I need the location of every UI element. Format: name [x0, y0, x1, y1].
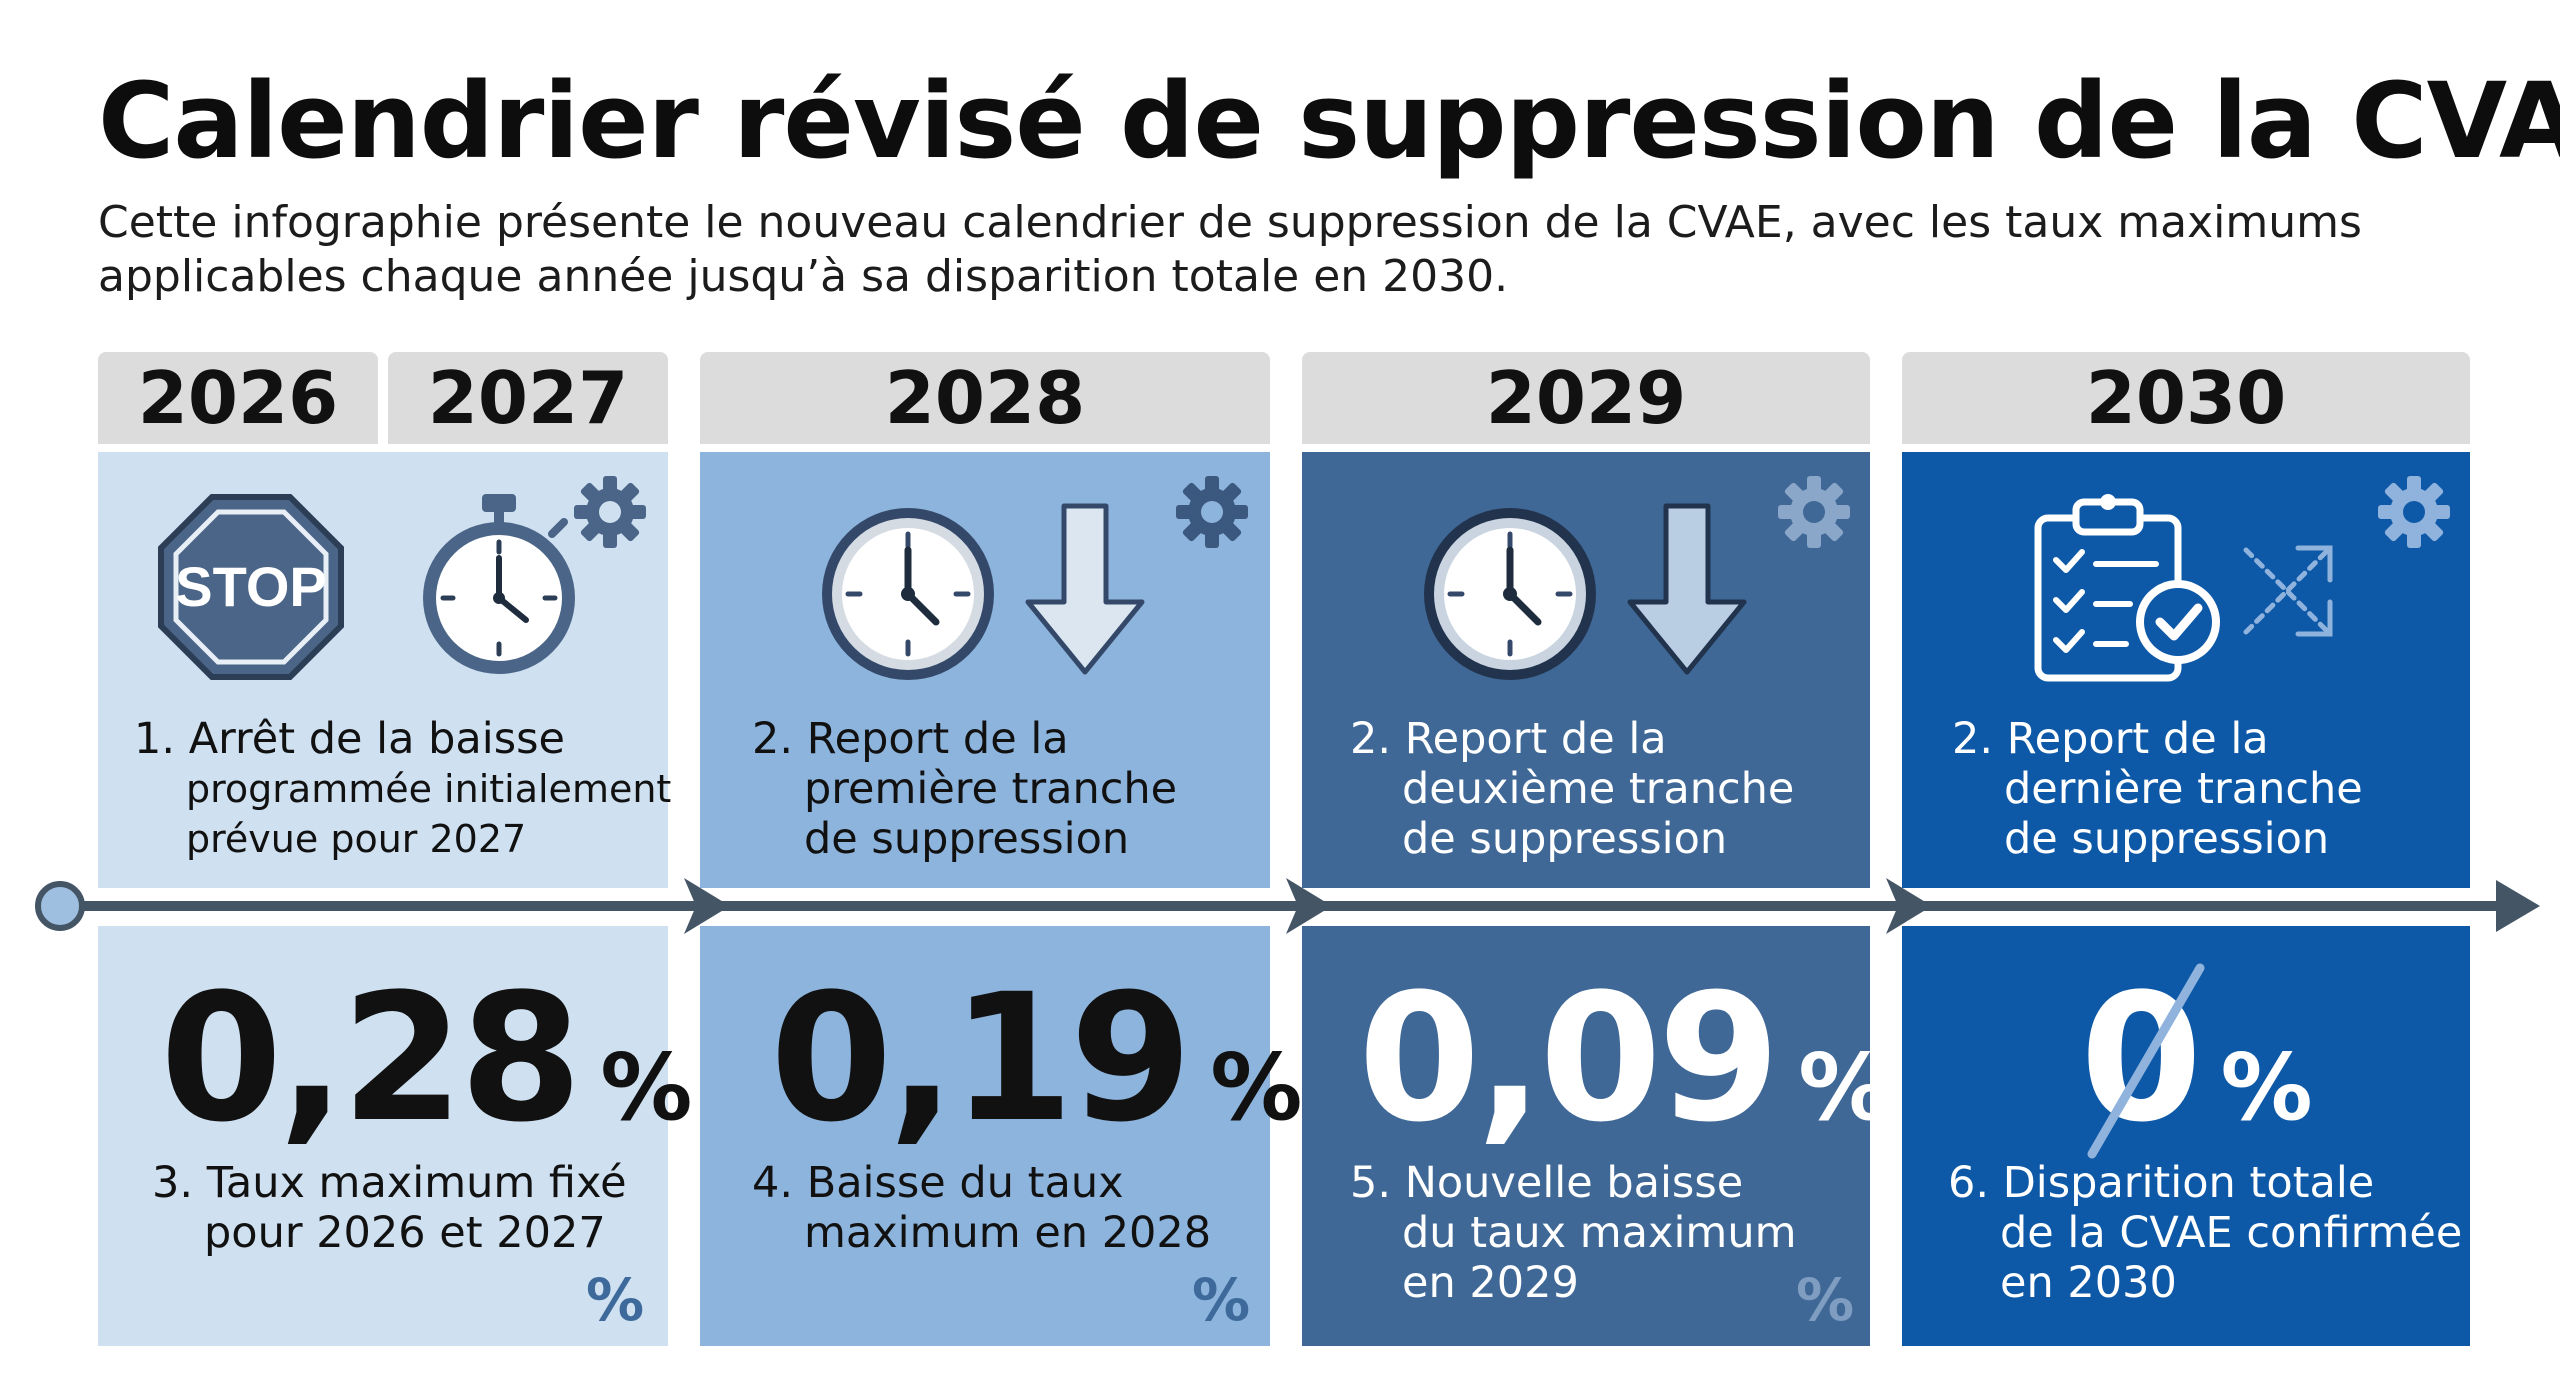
rate-2026-2027: 0,28% [160, 956, 692, 1161]
rate-unit: % [2220, 1034, 2313, 1141]
rate-label-2030: 6. Disparition totale de la CVAE confirm… [1948, 1158, 2462, 1308]
step-label-2028: 2. Report de la première tranche de supp… [752, 714, 1177, 864]
percent-icon: % [1192, 1266, 1251, 1334]
rate-line: de la CVAE confirmée [2000, 1208, 2463, 1258]
clock-icon [1424, 508, 1596, 680]
step-line: dernière tranche [2004, 764, 2363, 814]
rate-line: pour 2026 et 2027 [204, 1208, 606, 1258]
year-header-2026: 2026 [98, 352, 378, 444]
rate-value: 0,09 [1358, 956, 1780, 1161]
panel-2026-2027-bottom: 0,28% 3. Taux maximum fixé pour 2026 et … [98, 926, 692, 1346]
step-line: première tranche [804, 764, 1178, 814]
rate-value: 0,19 [770, 956, 1192, 1161]
percent-icon: % [1796, 1266, 1855, 1334]
rate-2030: 0% [2080, 956, 2313, 1161]
step-line: 1. Arrêt de la baisse [134, 714, 565, 764]
year-header-2030: 2030 [1902, 352, 2470, 444]
gear-icon [1176, 476, 1248, 548]
timeline [35, 878, 2540, 934]
stop-sign-icon: STOP [158, 494, 344, 680]
page-subtitle: Cette infographie présente le nouveau ca… [98, 197, 2362, 302]
rate-label-2029: 5. Nouvelle baisse du taux maximum en 20… [1350, 1158, 1796, 1308]
step-line: 2. Report de la [752, 714, 1069, 764]
step-line: programmée initialement [186, 767, 672, 811]
rate-unit: % [600, 1034, 693, 1141]
rate-unit: % [1210, 1034, 1303, 1141]
step-line: prévue pour 2027 [186, 817, 527, 861]
stop-sign-text: STOP [175, 555, 326, 618]
arrow-down-icon [1025, 503, 1145, 675]
rate-line: 5. Nouvelle baisse [1350, 1158, 1744, 1208]
clock-icon [822, 508, 994, 680]
year-header-2028: 2028 [700, 352, 1270, 444]
page-title: Calendrier révisé de suppression de la C… [98, 60, 2560, 182]
timeline-arrow [1886, 878, 1932, 934]
gear-icon [2378, 476, 2450, 548]
panel-2029-bottom: 0,09% 5. Nouvelle baisse du taux maximum… [1302, 926, 1890, 1346]
stopwatch-icon [423, 494, 575, 674]
gear-icon [574, 476, 646, 548]
percent-icon: % [586, 1266, 645, 1334]
timeline-arrowhead [2496, 880, 2540, 932]
gear-icon [1778, 476, 1850, 548]
panel-2030-bottom: 0% 6. Disparition totale de la CVAE conf… [1902, 926, 2470, 1346]
rate-2029: 0,09% [1358, 956, 1890, 1161]
rate-line: 4. Baisse du taux [752, 1158, 1124, 1208]
step-label-2030: 2. Report de la dernière tranche de supp… [1952, 714, 2363, 864]
year-header-2027: 2027 [388, 352, 668, 444]
step-label-2029: 2. Report de la deuxième tranche de supp… [1350, 714, 1794, 864]
arrow-down-icon [1627, 503, 1747, 675]
panel-2028-top: 2. Report de la première tranche de supp… [700, 452, 1270, 888]
checklist-icon [2034, 494, 2220, 682]
rate-line: maximum en 2028 [804, 1208, 1212, 1258]
rate-value: 0,28 [160, 956, 582, 1161]
step-label-2026-2027: 1. Arrêt de la baisse programmée initial… [134, 714, 671, 864]
step-line: deuxième tranche [1402, 764, 1795, 814]
step-line: de suppression [2004, 814, 2330, 864]
timeline-start-dot [35, 881, 85, 931]
step-line: de suppression [804, 814, 1130, 864]
zero-slash-icon [2087, 963, 2205, 1159]
panel-2028-bottom: 0,19% 4. Baisse du taux maximum en 2028 … [700, 926, 1302, 1346]
timeline-arrow [684, 878, 730, 934]
rate-line: 6. Disparition totale [1948, 1158, 2375, 1208]
panel-2026-2027-top: STOP 1. Arrêt de la baisse progr [98, 452, 671, 888]
rate-unit: % [1798, 1034, 1891, 1141]
year-header-2029: 2029 [1302, 352, 1870, 444]
rate-line: en 2029 [1402, 1258, 1579, 1308]
rate-line: 3. Taux maximum fixé [152, 1158, 627, 1208]
step-line: 2. Report de la [1952, 714, 2269, 764]
rate-line: en 2030 [2000, 1258, 2177, 1308]
step-line: de suppression [1402, 814, 1728, 864]
rate-label-2026-2027: 3. Taux maximum fixé pour 2026 et 2027 [152, 1158, 627, 1258]
step-line: 2. Report de la [1350, 714, 1667, 764]
timeline-arrow [1286, 878, 1332, 934]
rate-label-2028: 4. Baisse du taux maximum en 2028 [752, 1158, 1211, 1258]
rate-2028: 0,19% [770, 956, 1302, 1161]
panel-2030-top: 2. Report de la dernière tranche de supp… [1902, 452, 2470, 888]
panel-2029-top: 2. Report de la deuxième tranche de supp… [1302, 452, 1870, 888]
rate-line: du taux maximum [1402, 1208, 1797, 1258]
shuffle-arrows-icon [2243, 545, 2333, 637]
